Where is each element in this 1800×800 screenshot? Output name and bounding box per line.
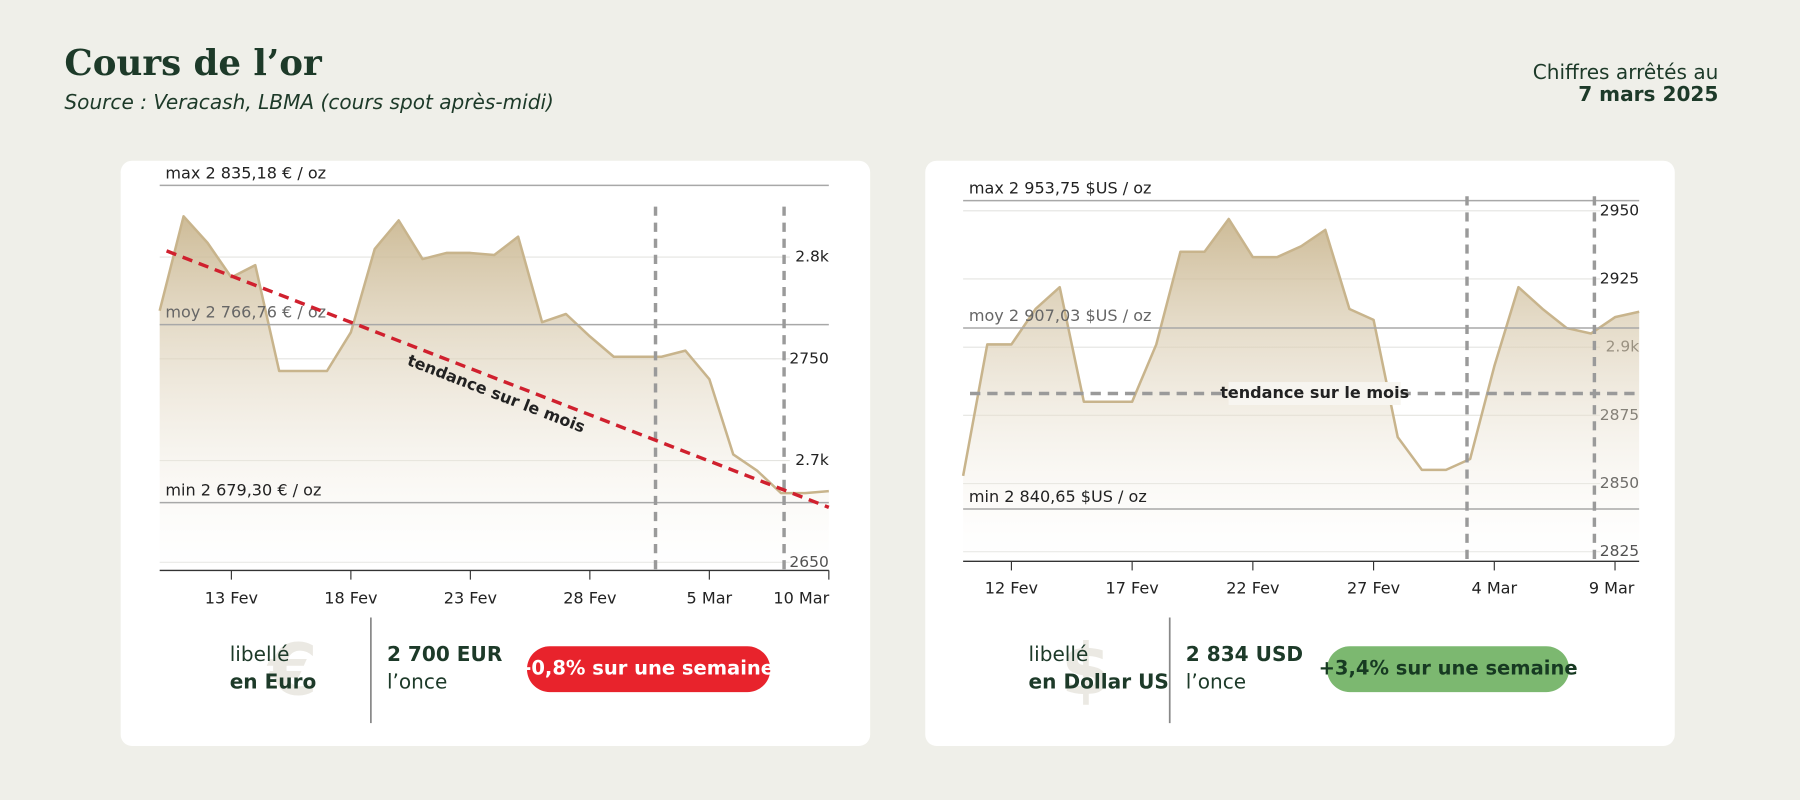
price-line [961, 217, 1640, 477]
x-tick-label: 13 Fev [205, 589, 259, 608]
y-tick-label: 2.8k [795, 248, 829, 266]
trend-line [165, 249, 830, 509]
price: 2 700 EUR [387, 642, 503, 666]
x-tick-label: 10 Mar [773, 589, 829, 608]
x-tick-label: 4 Mar [1472, 578, 1518, 597]
area [159, 216, 829, 571]
x-tick-label: 12 Fev [985, 578, 1039, 597]
reference-label: max 2 953,75 $US / oz [969, 179, 1152, 198]
reference-label: min 2 679,30 € / oz [165, 481, 321, 500]
x-tick-label: 22 Fev [1226, 578, 1280, 597]
y-tick-label: 2750 [789, 349, 828, 367]
x-tick-label: 27 Fev [1347, 578, 1401, 597]
x-tick-label: 18 Fev [324, 589, 378, 608]
unit: l’once [387, 669, 447, 693]
date-label: Chiffres arrêtés au [1533, 60, 1719, 84]
currency: en Euro [230, 669, 317, 693]
price-line [158, 215, 829, 495]
unit: l’once [1186, 669, 1246, 693]
trend-label-bg [1228, 382, 1401, 406]
y-tick-label: 2.7k [795, 451, 829, 469]
currency: en Dollar US [1029, 669, 1169, 693]
price: 2 834 USD [1186, 642, 1303, 666]
change-pill [526, 646, 771, 693]
reference-label: moy 2 766,76 € / oz [165, 303, 326, 322]
page-title: Cours de l’or [64, 43, 323, 84]
change: +3,4% sur une semaine [1319, 657, 1578, 680]
x-tick-label: 23 Fev [444, 589, 498, 608]
currency-symbol: $ [1061, 628, 1111, 711]
x-tick-label: 9 Mar [1589, 578, 1635, 597]
source: Source : Veracash, LBMA (cours spot aprè… [64, 90, 553, 114]
caption: libellé [230, 642, 290, 666]
change: -0,8% sur une semaine [523, 657, 774, 680]
x-tick-label: 17 Fev [1106, 578, 1160, 597]
date: 7 mars 2025 [1578, 82, 1718, 106]
x-tick-label: 5 Mar [687, 589, 733, 608]
reference-label: min 2 840,65 $US / oz [969, 487, 1147, 506]
currency-symbol: € [266, 628, 318, 711]
caption: libellé [1029, 642, 1089, 666]
y-tick-label: 2925 [1600, 269, 1639, 287]
change-pill [1326, 646, 1570, 693]
x-tick-label: 28 Fev [563, 589, 617, 608]
reference-label: moy 2 907,03 $US / oz [969, 306, 1152, 325]
trend-label: tendance sur le mois [1220, 383, 1409, 402]
y-tick-label: 2950 [1600, 201, 1639, 219]
reference-label: max 2 835,18 € / oz [165, 163, 326, 182]
